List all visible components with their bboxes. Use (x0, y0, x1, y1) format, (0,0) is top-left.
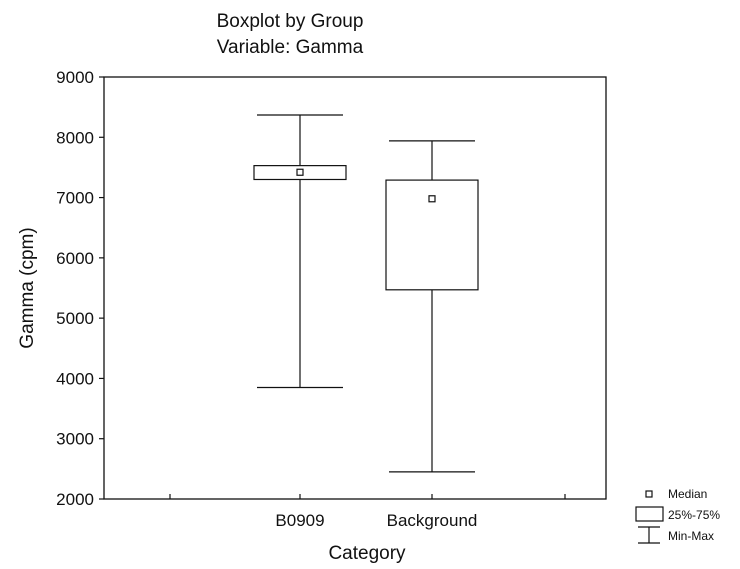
y-tick-label: 7000 (56, 189, 94, 208)
y-axis: 2000 3000 4000 5000 6000 7000 8000 9000 (56, 68, 104, 509)
median-marker (428, 195, 436, 203)
median-marker (296, 168, 304, 176)
x-tick-label: Background (387, 511, 478, 530)
boxplots (253, 114, 479, 473)
plot-frame (103, 76, 607, 500)
legend-minmax-swatch (638, 526, 660, 544)
y-tick-label: 9000 (56, 68, 94, 87)
x-tick-label: B0909 (275, 511, 324, 530)
y-axis-label: Gamma (cpm) (17, 227, 38, 348)
y-tick-label: 5000 (56, 309, 94, 328)
chart-title: Boxplot by Group (217, 11, 364, 32)
y-tick-label: 8000 (56, 128, 94, 147)
legend-minmax-label: Min-Max (668, 529, 714, 543)
y-tick-label: 2000 (56, 490, 94, 509)
legend: Median 25%-75% Min-Max (635, 487, 720, 544)
boxplot (385, 140, 479, 473)
legend-median-label: Median (668, 487, 707, 501)
legend-median-swatch (645, 490, 653, 498)
legend-box-swatch (635, 506, 664, 522)
chart-subtitle: Variable: Gamma (217, 37, 364, 58)
legend-box-label: 25%-75% (668, 508, 720, 522)
x-axis-label: Category (328, 543, 406, 564)
y-tick-label: 4000 (56, 369, 94, 388)
y-tick-label: 3000 (56, 430, 94, 449)
x-axis: B0909 Background (169, 494, 566, 530)
y-tick-label: 6000 (56, 249, 94, 268)
boxplot (253, 114, 347, 389)
